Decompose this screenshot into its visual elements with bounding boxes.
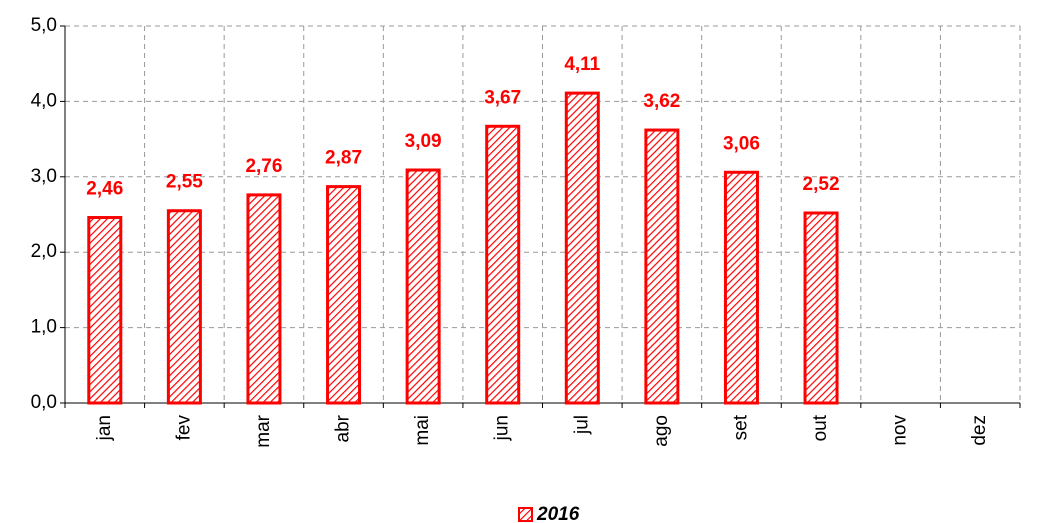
value-label: 2,76 — [245, 156, 282, 177]
y-tick-label: 1,0 — [31, 317, 57, 338]
x-tick-label: abr — [333, 414, 354, 442]
y-tick-label: 3,0 — [31, 166, 57, 187]
value-label: 2,52 — [803, 174, 840, 195]
x-tick-label: jul — [571, 415, 592, 435]
y-tick-label: 5,0 — [31, 15, 57, 36]
bar — [166, 209, 202, 405]
value-label: 3,62 — [643, 91, 680, 112]
bar — [326, 185, 362, 405]
value-label: 4,11 — [564, 54, 600, 75]
value-label: 2,87 — [325, 148, 362, 169]
x-tick-label: dez — [969, 415, 990, 446]
x-tick-label: ago — [651, 415, 672, 447]
x-tick-label: mai — [412, 415, 433, 446]
legend-swatch — [518, 507, 533, 522]
x-tick-label: nov — [890, 415, 911, 446]
value-label: 2,46 — [86, 179, 123, 200]
bar — [485, 124, 521, 405]
value-label: 3,09 — [405, 131, 442, 152]
x-tick-label: set — [730, 414, 751, 440]
value-label: 2,55 — [166, 172, 203, 193]
y-tick-label: 2,0 — [31, 241, 57, 262]
value-label: 3,06 — [723, 133, 760, 154]
x-tick-label: fev — [173, 415, 194, 441]
x-tick-label: jun — [492, 415, 513, 441]
legend-label: 2016 — [536, 504, 580, 523]
bar — [246, 193, 282, 405]
y-tick-label: 4,0 — [31, 90, 57, 111]
x-tick-label: jan — [94, 415, 115, 441]
bar — [87, 216, 123, 405]
x-tick-label: mar — [253, 414, 274, 447]
y-tick-label: 0,0 — [31, 392, 57, 413]
bar — [723, 170, 759, 405]
bar — [644, 128, 680, 405]
x-tick-label: out — [810, 414, 831, 441]
value-label: 3,67 — [484, 87, 521, 108]
bar — [803, 211, 839, 405]
bar — [564, 91, 600, 405]
bar — [405, 168, 441, 405]
